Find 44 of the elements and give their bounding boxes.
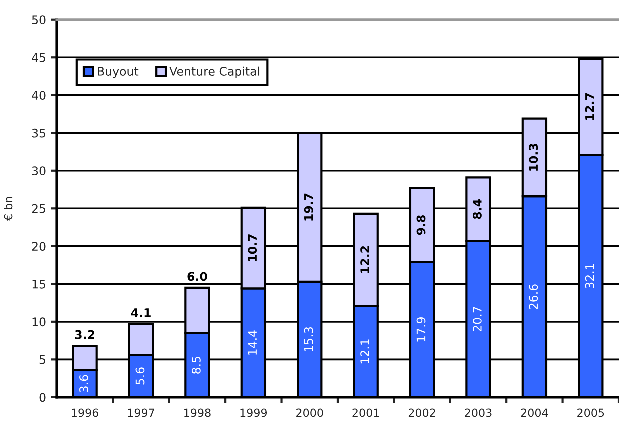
data-label: 10.7	[248, 234, 258, 262]
data-label: 12.2	[360, 246, 370, 274]
x-tick-label: 2002	[408, 408, 436, 418]
y-tick-label: 20	[32, 242, 46, 252]
y-tick-label: 15	[32, 280, 46, 289]
x-tick-label: 2001	[352, 408, 380, 418]
y-tick-label: 30	[32, 166, 46, 176]
data-label: 9.8	[416, 216, 426, 236]
data-label: 6.0	[188, 272, 208, 282]
data-label: 3.6	[80, 375, 88, 392]
data-label: 12.7	[585, 93, 594, 120]
data-label: 5.6	[136, 368, 145, 385]
legend-label: Buyout	[98, 67, 139, 78]
y-tick-label: 0	[40, 393, 46, 402]
data-label: 20.7	[472, 307, 482, 332]
y-tick-label: 5	[40, 356, 46, 364]
data-label: 8.5	[192, 356, 201, 374]
data-label: 10.3	[529, 144, 538, 171]
x-tick-label: 1997	[128, 408, 154, 418]
x-tick-label: 2004	[521, 408, 548, 418]
data-label: 12.1	[360, 340, 370, 364]
x-tick-label: 1996	[72, 408, 98, 418]
y-tick-label: 50	[32, 16, 46, 25]
y-axis-title: € bn	[4, 197, 13, 222]
data-label: 19.7	[304, 194, 314, 221]
data-label: 32.1	[585, 264, 594, 288]
data-label: 17.9	[416, 318, 426, 342]
data-label: 8.4	[472, 199, 482, 220]
data-label: 26.6	[529, 284, 538, 310]
y-tick-label: 40	[32, 91, 46, 100]
y-tick-label: 35	[32, 128, 46, 138]
y-tick-label: 45	[32, 54, 46, 62]
x-tick-label: 2000	[296, 408, 324, 418]
x-tick-label: 1998	[184, 408, 211, 418]
data-label: 14.4	[248, 330, 257, 355]
x-tick-label: 1999	[240, 408, 268, 418]
data-label: 15.3	[304, 327, 314, 352]
data-label: 4.1	[131, 308, 151, 318]
y-tick-label: 10	[32, 318, 46, 327]
legend-label: Venture Capital	[170, 66, 260, 78]
x-tick-label: 2005	[578, 408, 604, 418]
y-tick-label: 25	[32, 204, 46, 214]
data-label: 3.2	[75, 330, 94, 340]
x-tick-label: 2003	[465, 408, 492, 418]
